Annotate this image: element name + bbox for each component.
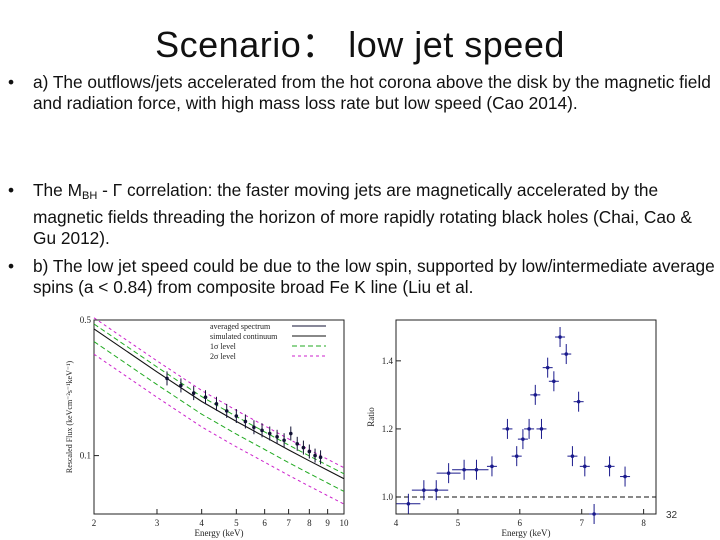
x-tick-label: 3 <box>155 518 160 528</box>
ratio-point <box>539 427 544 431</box>
spectrum-point <box>318 455 323 460</box>
x-tick-label: 5 <box>456 518 461 528</box>
bullet-text: b) The low jet speed could be due to the… <box>33 256 715 297</box>
bullet-dot: • <box>8 72 15 92</box>
x-tick-label: 4 <box>199 518 204 528</box>
spectrum-figure: 2 3 4 5 6 7 8 9 10 0.5 0.1 Energy (keV) Rescaled Flu… <box>65 315 350 538</box>
x-axis-label: Energy (keV) <box>501 528 550 538</box>
plot-frame <box>395 319 657 515</box>
spectrum-point <box>295 442 300 446</box>
ratio-point <box>514 454 519 458</box>
spectrum-point <box>214 401 219 406</box>
spectrum-point <box>165 376 169 381</box>
y-axis-label: Ratio <box>366 407 376 427</box>
x-tick-label: 8 <box>641 518 646 528</box>
bullet-dot: • <box>8 256 15 276</box>
sigma1-lower-line <box>93 341 345 492</box>
x-tick-label: 10 <box>340 518 350 528</box>
slide-title: Scenario： low jet speed <box>155 24 565 65</box>
x-axis-label: Energy (keV) <box>194 528 243 538</box>
spectrum-point <box>243 419 248 424</box>
spectrum-point <box>301 445 306 450</box>
ratio-point <box>521 437 525 441</box>
spectrum-point <box>275 434 279 439</box>
ratio-point <box>564 352 569 356</box>
spectrum-point <box>234 414 239 418</box>
ratio-point <box>552 379 556 384</box>
spectrum-point <box>224 409 229 413</box>
x-tick-label: 9 <box>325 518 330 528</box>
x-tick-label: 6 <box>518 518 523 528</box>
sigma2-lower-line <box>93 353 345 505</box>
spectrum-point <box>179 383 183 388</box>
ratio-point <box>558 335 562 339</box>
x-tick-label: 2 <box>92 518 97 528</box>
ratio-point <box>446 471 451 475</box>
sigma1-upper-line <box>93 323 345 475</box>
spectrum-point <box>203 395 208 400</box>
y-axis-label: Rescaled Flux (keVcm⁻²s⁻¹keV⁻¹) <box>65 361 74 474</box>
ratio-point <box>607 464 612 469</box>
legend-label: simulated continuum <box>210 332 278 341</box>
continuum-line <box>93 328 345 480</box>
y-tick-label: 1.2 <box>382 424 393 434</box>
bullet-dot: • <box>8 180 15 200</box>
y-tick-label: 0.5 <box>80 315 92 325</box>
x-tick-label: 6 <box>262 518 267 528</box>
bullet-text: a) The outflows/jets accelerated from th… <box>33 72 711 113</box>
ratio-point <box>545 365 550 370</box>
spectrum-point <box>282 438 286 443</box>
y-tick-label: 1.4 <box>382 356 394 366</box>
spectrum-point <box>191 391 196 395</box>
spectrum-point <box>252 425 256 430</box>
ratio-point <box>406 501 411 506</box>
x-tick-label: 4 <box>394 518 399 528</box>
ratio-figure: 4 5 6 7 8 1.0 1.2 1.4 Energy (keV) Ratio <box>366 319 657 538</box>
ratio-point <box>434 488 439 492</box>
spectrum-point <box>267 431 272 436</box>
ratio-point <box>576 399 581 404</box>
spectrum-point <box>307 449 312 454</box>
legend-label: averaged spectrum <box>210 322 271 331</box>
ratio-point <box>422 488 426 492</box>
spectrum-point <box>260 428 264 433</box>
ratio-point <box>490 464 494 469</box>
x-tick-label: 5 <box>234 518 239 528</box>
legend-label: 1σ level <box>210 342 237 351</box>
y-tick-label: 1.0 <box>382 492 394 502</box>
ratio-point <box>583 464 587 469</box>
x-tick-label: 8 <box>307 518 312 528</box>
ratio-point <box>533 393 538 397</box>
ratio-point <box>505 427 510 431</box>
slide-number: 32 <box>666 510 678 521</box>
spectrum-point <box>313 453 317 458</box>
y-tick-label: 0.1 <box>80 451 91 461</box>
spectrum-point <box>288 431 293 436</box>
plot-frame <box>93 319 345 515</box>
ratio-point <box>527 427 531 431</box>
legend-label: 2σ level <box>210 352 237 361</box>
bullet-text: The MBH - Γ correlation: the faster movi… <box>33 180 692 248</box>
subscript-bh: BH <box>81 190 98 202</box>
x-tick-label: 7 <box>579 518 584 528</box>
ratio-point <box>570 454 575 458</box>
x-tick-label: 7 <box>286 518 291 528</box>
ratio-point <box>462 467 466 472</box>
ratio-point <box>592 512 596 516</box>
ratio-point <box>474 467 479 472</box>
ratio-point <box>623 474 627 479</box>
